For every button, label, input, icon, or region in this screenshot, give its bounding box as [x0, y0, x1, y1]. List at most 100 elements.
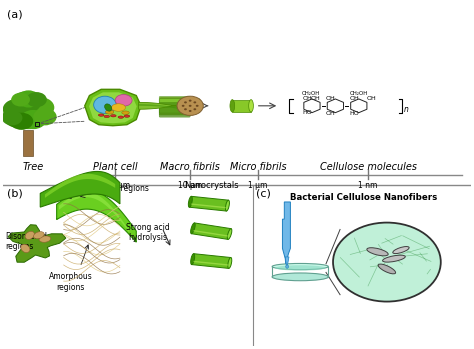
Circle shape	[184, 101, 187, 103]
Text: OH: OH	[367, 96, 377, 102]
Ellipse shape	[115, 95, 132, 106]
Bar	[232, 99, 251, 112]
Text: Plant cell: Plant cell	[93, 163, 137, 172]
Circle shape	[11, 93, 30, 106]
Polygon shape	[285, 257, 289, 267]
Polygon shape	[8, 225, 66, 262]
Polygon shape	[191, 223, 231, 239]
Text: (c): (c)	[256, 188, 271, 198]
Polygon shape	[45, 174, 115, 198]
Circle shape	[193, 108, 196, 110]
Polygon shape	[89, 92, 137, 123]
Text: 1 μm: 1 μm	[248, 181, 268, 190]
Text: 1 nm: 1 nm	[358, 181, 378, 190]
Circle shape	[2, 110, 22, 125]
Ellipse shape	[21, 244, 30, 253]
Text: Bacterial Cellulose Nanofibers: Bacterial Cellulose Nanofibers	[290, 193, 437, 202]
Ellipse shape	[111, 104, 126, 111]
FancyBboxPatch shape	[159, 99, 190, 113]
Text: Crystalline regions: Crystalline regions	[77, 184, 149, 198]
FancyBboxPatch shape	[159, 97, 190, 115]
Circle shape	[184, 108, 187, 110]
Ellipse shape	[105, 104, 112, 111]
Bar	[160, 97, 190, 114]
Ellipse shape	[226, 200, 229, 211]
Circle shape	[189, 110, 191, 112]
Ellipse shape	[378, 264, 396, 274]
Ellipse shape	[383, 255, 405, 262]
Text: Cellulose molecules: Cellulose molecules	[319, 163, 417, 172]
Polygon shape	[40, 171, 120, 207]
Text: 10 μm: 10 μm	[178, 181, 202, 190]
Polygon shape	[59, 192, 129, 232]
Polygon shape	[189, 196, 228, 211]
Circle shape	[26, 97, 55, 118]
Ellipse shape	[393, 246, 409, 254]
Circle shape	[22, 103, 54, 126]
Text: OH: OH	[326, 96, 336, 101]
Ellipse shape	[228, 258, 232, 268]
Bar	[23, 130, 33, 156]
Ellipse shape	[94, 96, 116, 113]
Ellipse shape	[122, 111, 129, 114]
Circle shape	[10, 113, 33, 130]
Circle shape	[3, 99, 31, 120]
Circle shape	[17, 90, 40, 107]
Ellipse shape	[34, 232, 44, 239]
Ellipse shape	[118, 116, 124, 118]
Text: Amorphous
regions: Amorphous regions	[49, 272, 92, 292]
Text: Nanocrystals: Nanocrystals	[184, 181, 238, 190]
Ellipse shape	[275, 265, 326, 270]
Polygon shape	[283, 202, 291, 264]
Ellipse shape	[124, 115, 130, 117]
Text: OH: OH	[349, 96, 359, 101]
Ellipse shape	[25, 231, 35, 239]
Text: CH₂OH: CH₂OH	[350, 91, 368, 96]
Text: OH: OH	[311, 96, 320, 101]
Circle shape	[193, 101, 196, 103]
Ellipse shape	[191, 254, 195, 265]
Ellipse shape	[39, 236, 51, 242]
Ellipse shape	[105, 110, 114, 114]
Ellipse shape	[188, 196, 192, 207]
Text: Macro fibrils: Macro fibrils	[160, 163, 220, 172]
Circle shape	[189, 99, 191, 102]
Ellipse shape	[98, 114, 104, 116]
Polygon shape	[138, 99, 200, 113]
Text: n: n	[404, 105, 409, 114]
Circle shape	[11, 91, 41, 113]
Bar	[35, 122, 39, 126]
Circle shape	[182, 105, 184, 107]
Ellipse shape	[367, 248, 388, 256]
Circle shape	[177, 96, 203, 116]
Text: HO: HO	[302, 110, 312, 115]
Ellipse shape	[272, 263, 328, 270]
Circle shape	[20, 110, 46, 129]
Ellipse shape	[191, 223, 195, 234]
Text: (a): (a)	[8, 10, 23, 20]
Text: 100 μm: 100 μm	[100, 181, 130, 190]
Ellipse shape	[249, 99, 254, 112]
Circle shape	[189, 105, 191, 107]
Text: Micro fibrils: Micro fibrils	[230, 163, 286, 172]
Text: (b): (b)	[8, 188, 23, 198]
Polygon shape	[57, 190, 137, 242]
Ellipse shape	[272, 273, 328, 281]
Text: OH: OH	[326, 111, 336, 116]
Ellipse shape	[110, 114, 116, 117]
Text: Disordered
regions: Disordered regions	[5, 232, 47, 251]
Ellipse shape	[230, 99, 235, 112]
Circle shape	[8, 98, 49, 128]
Ellipse shape	[286, 265, 289, 268]
Text: Strong acid
hydrolysis: Strong acid hydrolysis	[126, 223, 170, 242]
Circle shape	[33, 108, 57, 125]
Text: CH₂OH: CH₂OH	[301, 91, 320, 96]
Text: OH: OH	[302, 96, 312, 101]
Ellipse shape	[228, 229, 232, 239]
Circle shape	[26, 92, 47, 107]
Text: HO: HO	[349, 111, 359, 116]
Ellipse shape	[104, 115, 109, 118]
FancyBboxPatch shape	[159, 103, 190, 117]
Circle shape	[333, 223, 441, 302]
Polygon shape	[191, 254, 231, 268]
